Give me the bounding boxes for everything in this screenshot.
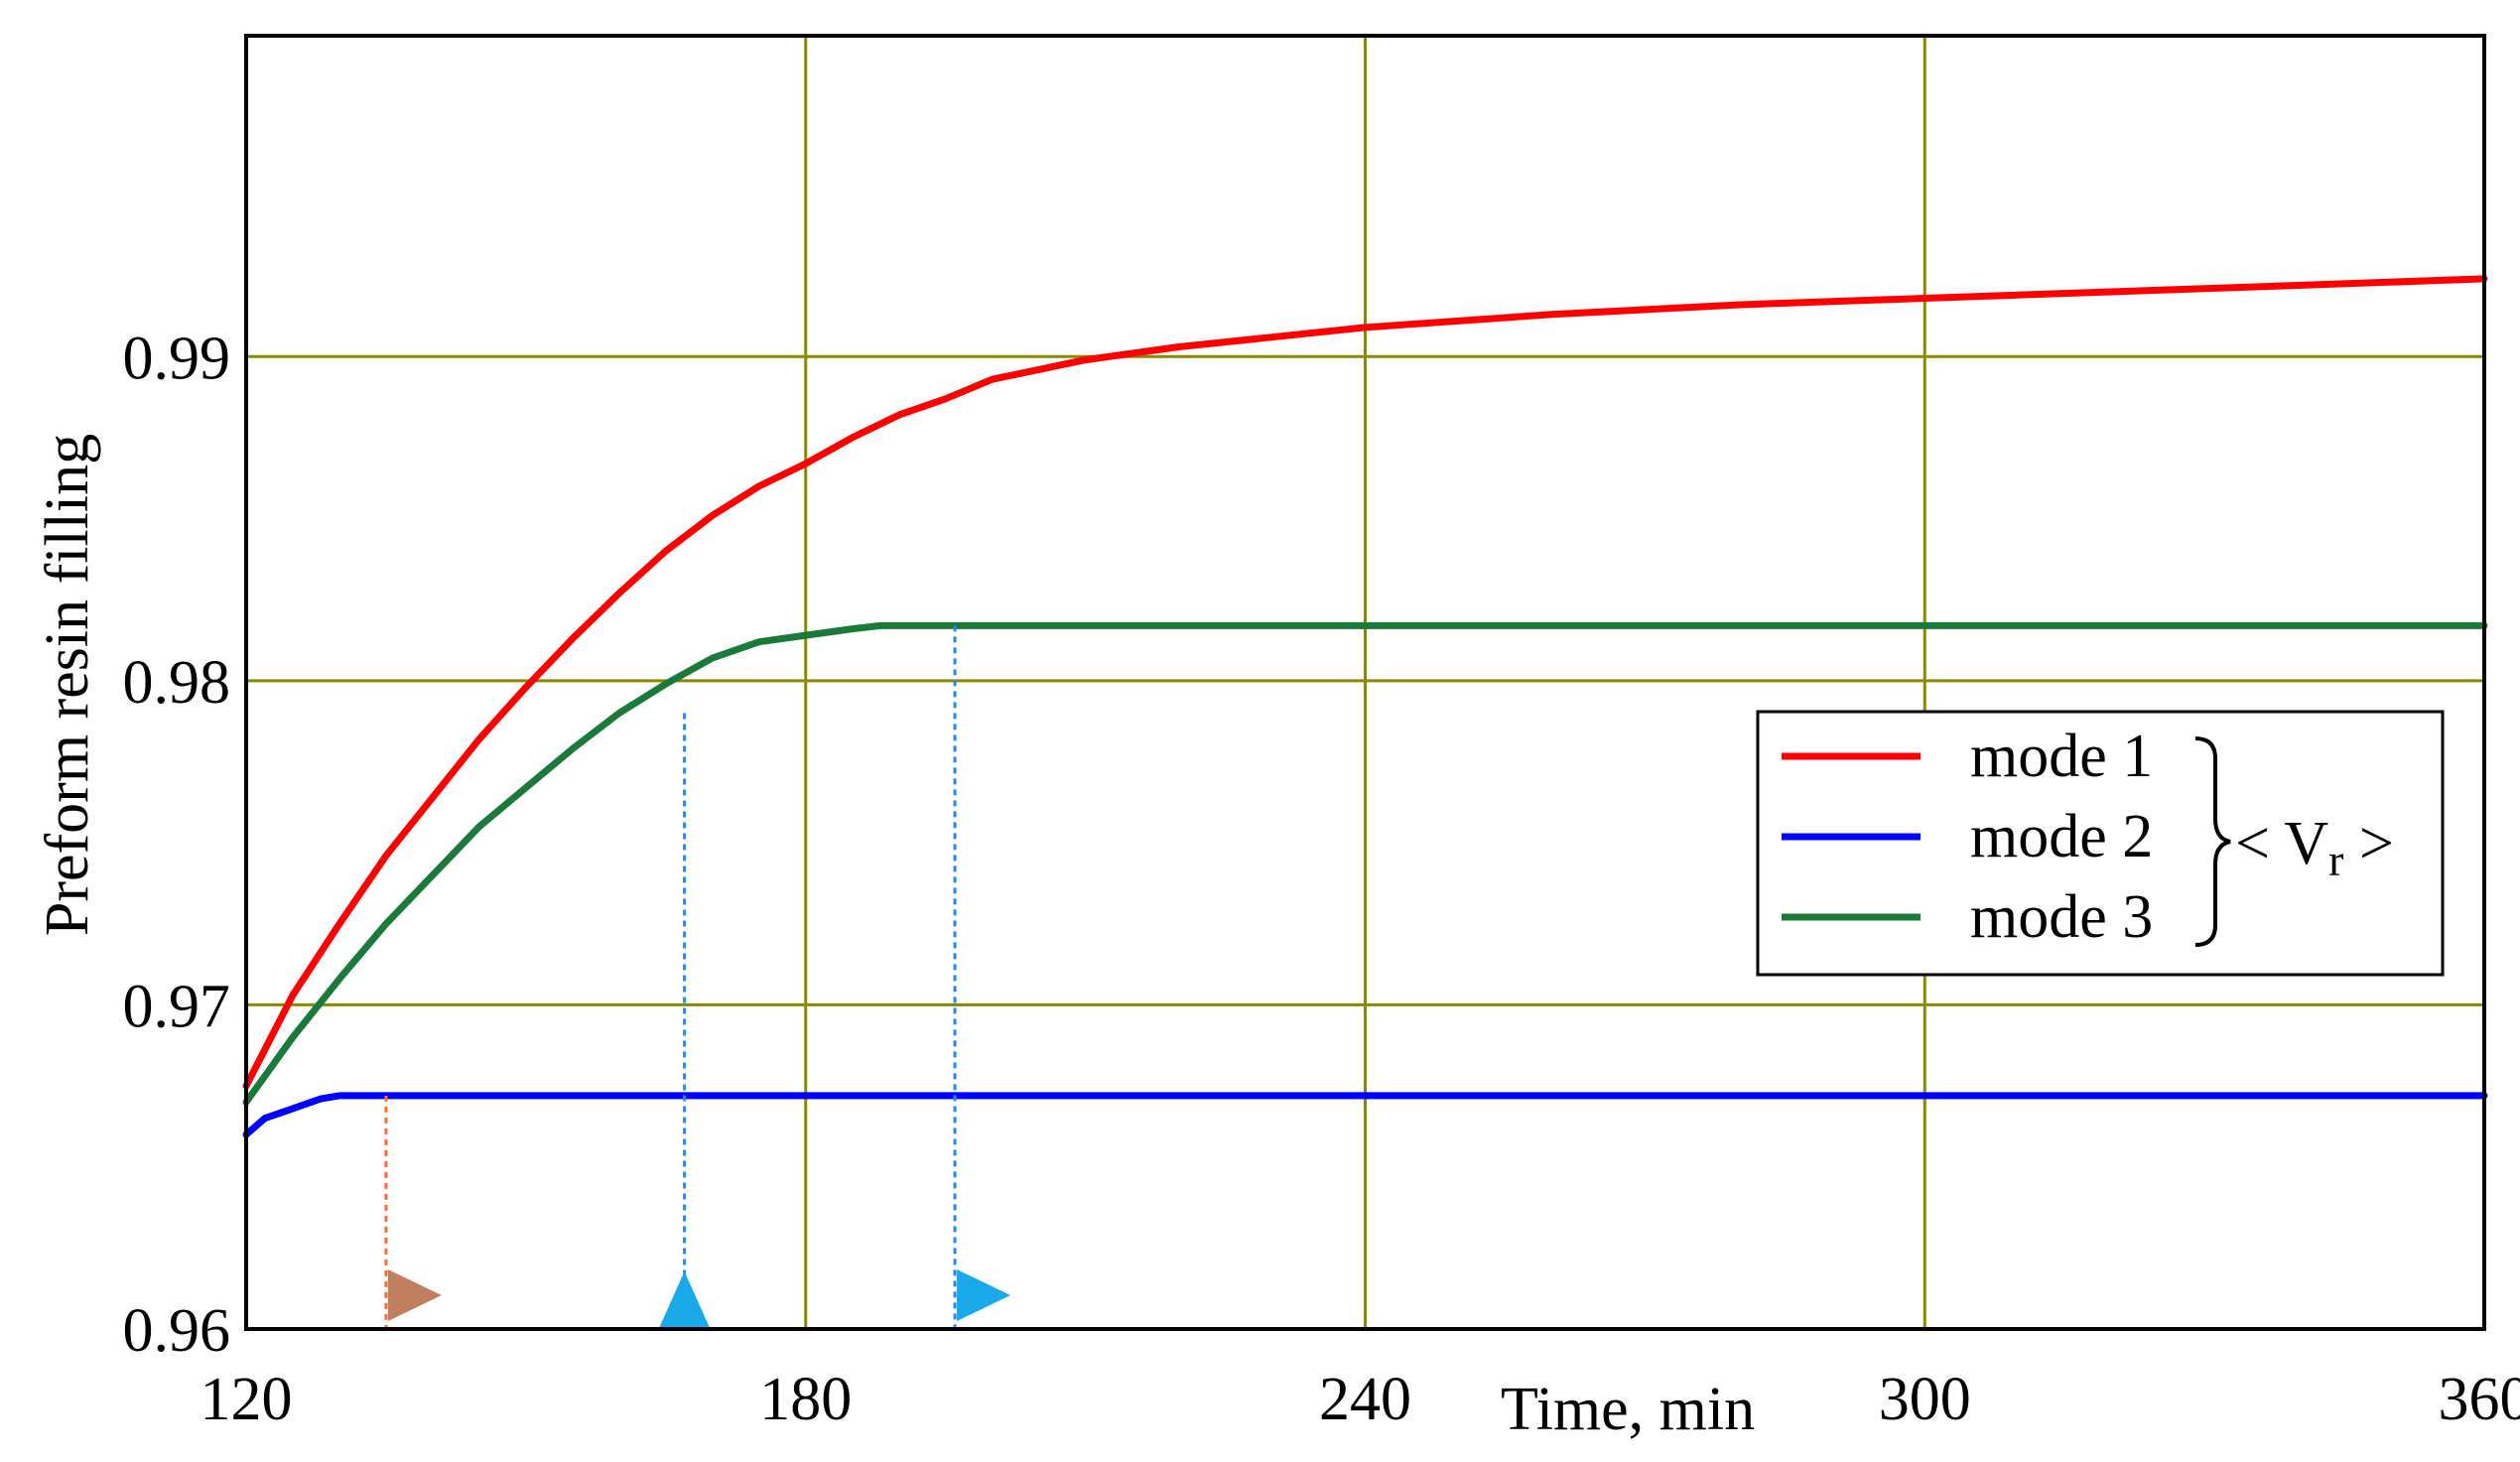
legend-brace-close: > — [2343, 810, 2393, 877]
legend-brace-label: < Vr > — [2235, 810, 2394, 885]
series-lines — [242, 275, 2488, 1138]
tick-labels: 120 180 240 300 360 0.96 0.97 0.98 0.99 — [123, 325, 2520, 1433]
y-tick-label: 0.98 — [123, 649, 231, 717]
x-tick-label: 300 — [1879, 1366, 1971, 1433]
legend-label-mode-1: mode 1 — [1970, 723, 2153, 790]
y-tick-label: 0.96 — [123, 1297, 231, 1365]
series-line-mode-2 — [242, 1092, 2488, 1138]
series-line-mode-1 — [242, 275, 2488, 1090]
legend-brace-subscript: r — [2328, 835, 2343, 885]
plot-frame — [244, 34, 2486, 1331]
marker-triangle-3 — [957, 1269, 1011, 1321]
x-axis-title: Time, min — [1501, 1376, 1755, 1443]
event-markers — [384, 625, 1011, 1329]
y-axis-title: Preform resin filling — [34, 434, 101, 936]
series-line-mode-3 — [242, 621, 2488, 1106]
y-tick-label: 0.97 — [123, 973, 231, 1040]
marker-triangle-2 — [658, 1271, 711, 1329]
x-tick-label: 240 — [1319, 1366, 1411, 1433]
legend-brace — [2194, 736, 2231, 947]
legend-label-mode-3: mode 3 — [1970, 883, 2153, 951]
x-tick-label: 360 — [2439, 1366, 2520, 1433]
grid-lines — [246, 36, 2484, 1329]
legend-label-mode-2: mode 2 — [1970, 803, 2153, 870]
marker-triangle-1 — [387, 1269, 442, 1321]
x-tick-label: 120 — [200, 1366, 293, 1433]
legend: mode 1 mode 2 mode 3 < Vr > — [1756, 710, 2445, 977]
legend-items: mode 1 mode 2 mode 3 — [1782, 723, 2153, 951]
y-tick-label: 0.99 — [123, 325, 231, 392]
x-tick-label: 180 — [759, 1366, 852, 1433]
legend-brace-open: < V — [2235, 810, 2328, 877]
